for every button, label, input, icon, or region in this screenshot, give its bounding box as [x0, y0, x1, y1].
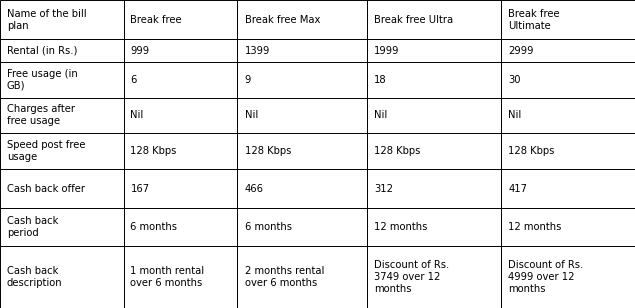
Text: Break free: Break free	[130, 15, 182, 25]
Text: 999: 999	[130, 46, 150, 56]
Text: 1 month rental
over 6 months: 1 month rental over 6 months	[130, 266, 204, 288]
Text: Discount of Rs.
3749 over 12
months: Discount of Rs. 3749 over 12 months	[374, 260, 449, 294]
Text: 30: 30	[508, 75, 521, 85]
Text: 1399: 1399	[244, 46, 270, 56]
Text: 18: 18	[374, 75, 387, 85]
Bar	[501, 169, 635, 209]
Bar	[501, 0, 635, 39]
Bar	[501, 246, 635, 308]
Bar	[124, 0, 237, 39]
Bar	[124, 62, 237, 98]
Text: Break free Max: Break free Max	[244, 15, 320, 25]
Text: 9: 9	[244, 75, 251, 85]
Bar	[124, 39, 237, 62]
Text: Rental (in Rs.): Rental (in Rs.)	[7, 46, 77, 56]
Bar	[501, 39, 635, 62]
Text: 12 months: 12 months	[374, 222, 427, 232]
Text: 6: 6	[130, 75, 137, 85]
Bar	[366, 62, 501, 98]
Text: Discount of Rs.
4999 over 12
months: Discount of Rs. 4999 over 12 months	[508, 260, 584, 294]
Bar	[0, 169, 124, 209]
Bar	[0, 133, 124, 169]
Text: 1999: 1999	[374, 46, 399, 56]
Bar	[124, 98, 237, 133]
Text: Cash back
period: Cash back period	[7, 216, 58, 238]
Text: 128 Kbps: 128 Kbps	[374, 146, 420, 156]
Bar	[124, 169, 237, 209]
Text: 128 Kbps: 128 Kbps	[508, 146, 554, 156]
Bar	[366, 0, 501, 39]
Text: 312: 312	[374, 184, 393, 194]
Bar	[0, 39, 124, 62]
Bar	[237, 0, 366, 39]
Bar	[501, 133, 635, 169]
Text: Nil: Nil	[508, 111, 521, 120]
Text: Break free
Ultimate: Break free Ultimate	[508, 9, 560, 31]
Text: Cash back offer: Cash back offer	[7, 184, 85, 194]
Text: 128 Kbps: 128 Kbps	[244, 146, 291, 156]
Text: Break free Ultra: Break free Ultra	[374, 15, 453, 25]
Text: 12 months: 12 months	[508, 222, 561, 232]
Bar	[501, 209, 635, 246]
Bar	[0, 0, 124, 39]
Bar	[366, 169, 501, 209]
Bar	[366, 209, 501, 246]
Bar	[124, 209, 237, 246]
Bar	[237, 246, 366, 308]
Bar	[366, 98, 501, 133]
Bar	[237, 133, 366, 169]
Text: 6 months: 6 months	[130, 222, 177, 232]
Text: Charges after
free usage: Charges after free usage	[7, 104, 75, 127]
Bar	[237, 169, 366, 209]
Text: 466: 466	[244, 184, 264, 194]
Text: Cash back
description: Cash back description	[7, 266, 63, 288]
Bar	[501, 62, 635, 98]
Bar	[124, 133, 237, 169]
Bar	[366, 39, 501, 62]
Text: 128 Kbps: 128 Kbps	[130, 146, 177, 156]
Bar	[0, 62, 124, 98]
Text: Nil: Nil	[244, 111, 258, 120]
Bar	[0, 98, 124, 133]
Text: 2 months rental
over 6 months: 2 months rental over 6 months	[244, 266, 324, 288]
Text: 167: 167	[130, 184, 150, 194]
Bar	[237, 39, 366, 62]
Text: 2999: 2999	[508, 46, 533, 56]
Text: 417: 417	[508, 184, 527, 194]
Bar	[366, 133, 501, 169]
Text: Nil: Nil	[374, 111, 387, 120]
Text: Free usage (in
GB): Free usage (in GB)	[7, 69, 77, 91]
Text: Nil: Nil	[130, 111, 144, 120]
Bar	[366, 246, 501, 308]
Bar	[237, 209, 366, 246]
Text: Speed post free
usage: Speed post free usage	[7, 140, 86, 162]
Bar	[237, 98, 366, 133]
Bar	[501, 98, 635, 133]
Text: Name of the bill
plan: Name of the bill plan	[7, 9, 86, 31]
Text: 6 months: 6 months	[244, 222, 291, 232]
Bar	[0, 246, 124, 308]
Bar	[237, 62, 366, 98]
Bar	[0, 209, 124, 246]
Bar	[124, 246, 237, 308]
